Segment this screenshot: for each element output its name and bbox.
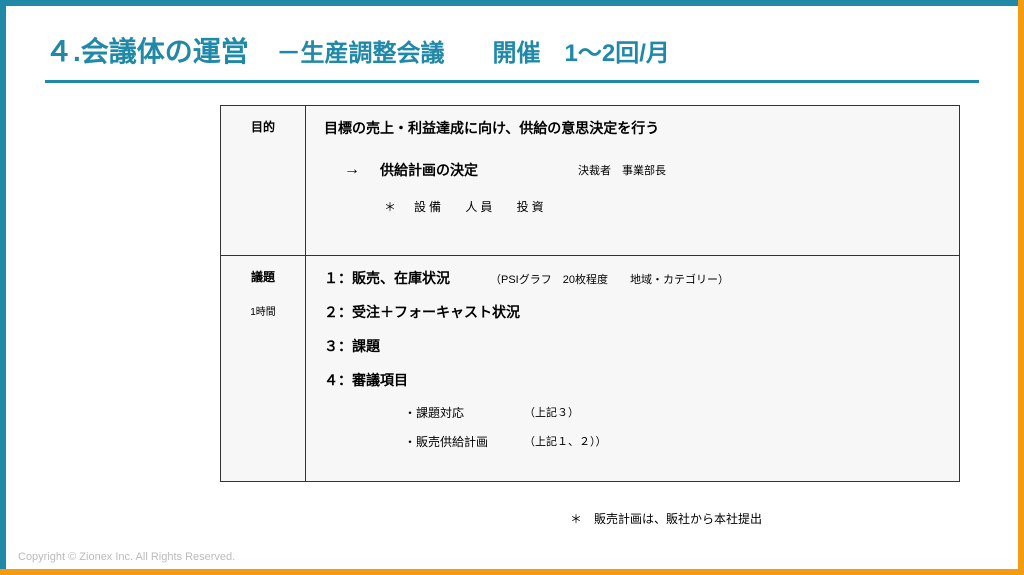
agenda-duration: 1時間: [231, 303, 295, 318]
purpose-content: 目標の売上・利益達成に向け、供給の意思決定を行う → 供給計画の決定 決裁者 事…: [306, 106, 959, 255]
agenda-sub-label-2: ・販売供給計画: [404, 433, 524, 450]
agenda-item-1: １： 販売、在庫状況 （PSIグラフ 20枚程度 地域・カテゴリー）: [324, 268, 941, 288]
purpose-decision-line: → 供給計画の決定 決裁者 事業部長: [344, 160, 941, 180]
agenda-text-2: 受注＋フォーキャスト状況: [352, 302, 520, 322]
agenda-label-cell: 議題 1時間: [221, 256, 306, 481]
agenda-num-2: ２：: [324, 302, 352, 322]
purpose-row: 目的 目標の売上・利益達成に向け、供給の意思決定を行う → 供給計画の決定 決裁…: [221, 106, 959, 256]
agenda-text-3: 課題: [352, 336, 380, 356]
agenda-num-1: １：: [324, 268, 352, 288]
title-subtitle: －生産調整会議 開催 1～2回/月: [277, 40, 670, 67]
agenda-row: 議題 1時間 １： 販売、在庫状況 （PSIグラフ 20枚程度 地域・カテゴリー…: [221, 256, 959, 481]
agenda-num-3: ３：: [324, 336, 352, 356]
slide-title: ４.会議体の運営 －生産調整会議 開催 1～2回/月: [45, 30, 670, 70]
purpose-sub-items: ＊ 設備 人員 投資: [384, 198, 941, 215]
agenda-num-4: ４：: [324, 370, 352, 390]
content-table: 目的 目標の売上・利益達成に向け、供給の意思決定を行う → 供給計画の決定 決裁…: [220, 105, 960, 482]
title-underline: [45, 80, 979, 83]
agenda-sub-2: ・販売供給計画 （上記１、２））: [404, 433, 941, 450]
agenda-sub-1: ・課題対応 （上記３）: [404, 404, 941, 421]
agenda-text-1: 販売、在庫状況: [352, 268, 450, 288]
border-bottom: [0, 569, 1024, 575]
agenda-item-3: ３： 課題: [324, 336, 941, 356]
agenda-content: １： 販売、在庫状況 （PSIグラフ 20枚程度 地域・カテゴリー） ２： 受注…: [306, 256, 959, 481]
copyright: Copyright © Zionex Inc. All Rights Reser…: [18, 551, 235, 563]
agenda-sub-note-2: （上記１、２））: [524, 433, 607, 450]
agenda-item-2: ２： 受注＋フォーキャスト状況: [324, 302, 941, 322]
agenda-sub-note-1: （上記３）: [524, 404, 579, 421]
purpose-decision: 供給計画の決定: [380, 160, 478, 180]
arrow-icon: →: [344, 161, 360, 179]
purpose-label: 目的: [221, 106, 306, 255]
agenda-label: 議題: [231, 268, 295, 285]
footnote: ＊ 販売計画は、販社から本社提出: [570, 510, 762, 527]
agenda-item-4: ４： 審議項目: [324, 370, 941, 390]
border-top: [0, 0, 1024, 6]
title-main: ４.会議体の運営: [45, 36, 249, 67]
purpose-main-text: 目標の売上・利益達成に向け、供給の意思決定を行う: [324, 118, 941, 138]
agenda-note-1: （PSIグラフ 20枚程度 地域・カテゴリー）: [490, 271, 729, 287]
border-left: [0, 0, 6, 575]
agenda-sub-label-1: ・課題対応: [404, 404, 524, 421]
agenda-text-4: 審議項目: [352, 370, 408, 390]
border-right: [1018, 0, 1024, 575]
purpose-decider: 決裁者 事業部長: [578, 162, 666, 178]
